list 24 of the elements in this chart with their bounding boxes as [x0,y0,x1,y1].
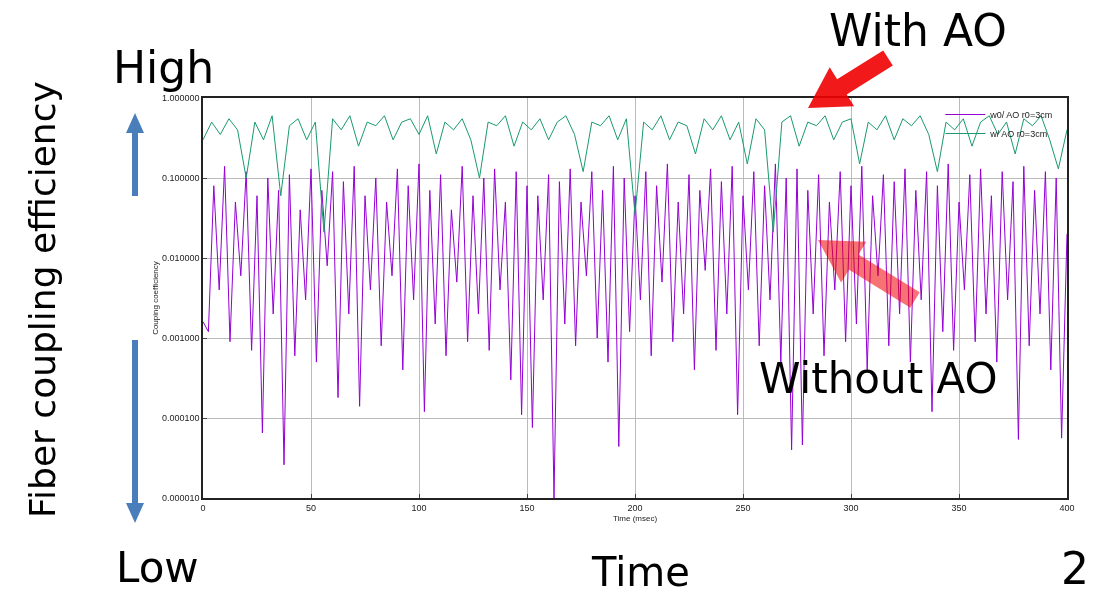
x-tick-label: 0 [200,502,206,513]
text: Low [116,543,199,592]
x-tick-label: 150 [519,502,535,513]
x-tick-label: 200 [627,502,643,513]
y-tick-label: 0.100000 [161,173,200,184]
text: 2 [1061,543,1089,593]
line-series [203,163,1067,498]
text: With AO [829,5,1007,56]
y-tick-label: 1.000000 [161,93,200,104]
x-tick-label: 250 [735,502,751,513]
x-tick-label: 300 [843,502,859,513]
x-tick-label: 50 [305,502,317,513]
y-tick-label: 0.000010 [161,493,200,504]
x-tick-label: 100 [411,502,427,513]
x-tick-label: 350 [951,502,967,513]
y-axis-title: Couping coefficiency [151,261,161,335]
y-tick-label: 0.010000 [161,253,200,264]
legend-label: w0/ AO r0=3cm [989,110,1053,121]
y-tick-label: 0.001000 [161,333,200,344]
text: Time [591,549,690,593]
x-axis-title: Time (msec) [612,514,658,524]
y-tick-label: 0.000100 [161,413,200,424]
text: Fiber coupling efficiency [22,81,63,518]
x-tick-label: 400 [1059,502,1075,513]
